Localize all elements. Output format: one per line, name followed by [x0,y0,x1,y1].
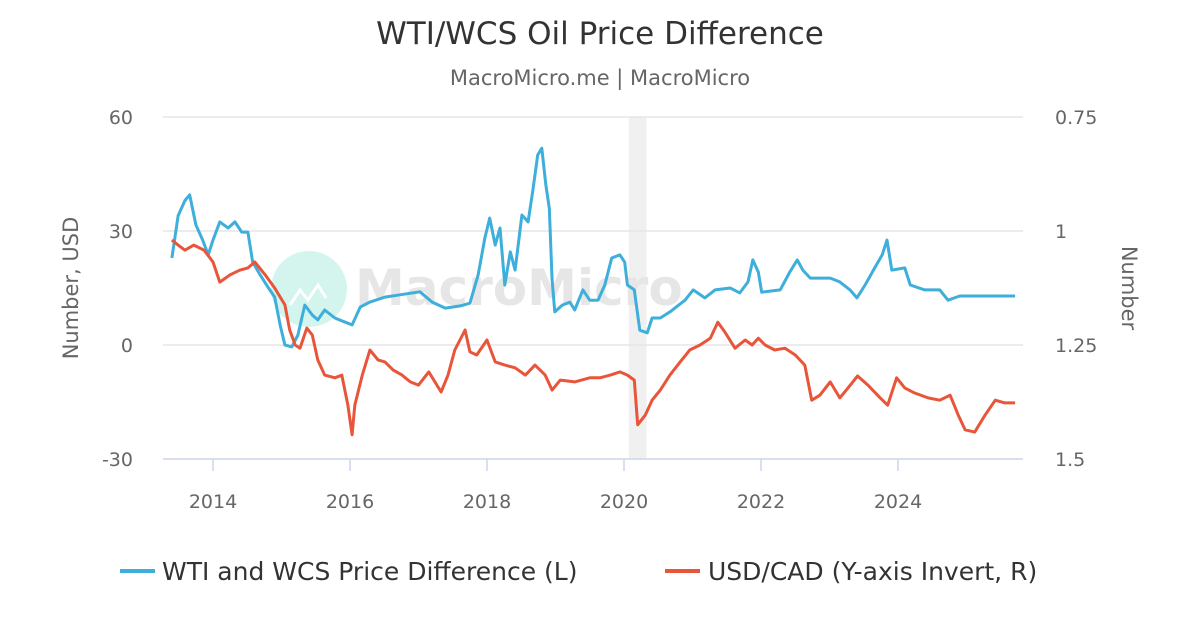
y-left-tick-label: 0 [121,335,133,357]
y-left-tick-label: 60 [109,107,133,129]
watermark-logo: MacroMicro [271,251,683,327]
gridlines [163,116,1023,460]
watermark-chart-icon [288,282,328,306]
x-tick-label: 2016 [326,491,374,513]
y-right-tick-label: 1 [1055,221,1067,243]
legend-item-usdcad[interactable]: USD/CAD (Y-axis Invert, R) [665,557,1037,586]
x-axis: 2014 2016 2018 2020 2022 2024 [189,459,922,513]
y-right-tick-label: 1.5 [1055,449,1085,471]
y-left-tick-label: -30 [102,449,133,471]
chart-title: WTI/WCS Oil Price Difference [376,16,824,52]
x-tick-label: 2014 [189,491,237,513]
y-axis-left: 60 30 0 -30 [102,107,133,471]
watermark-text: MacroMicro [355,259,683,317]
series-lines [170,146,1016,437]
y-axis-right-label: Number [1117,246,1141,331]
x-tick-label: 2024 [874,491,922,513]
y-right-tick-label: 1.25 [1055,335,1097,357]
series-line-usdcad [170,238,1016,437]
watermark-circle [271,251,347,327]
x-tick-label: 2020 [600,491,648,513]
chart-subtitle: MacroMicro.me | MacroMicro [450,66,750,91]
x-tick-label: 2022 [737,491,785,513]
legend: WTI and WCS Price Difference (L) USD/CAD… [120,557,1037,586]
x-tick-label: 2018 [463,491,511,513]
legend-label-wti-wcs: WTI and WCS Price Difference (L) [162,557,577,586]
y-axis-right: 0.75 1 1.25 1.5 [1055,107,1097,471]
y-right-tick-label: 0.75 [1055,107,1097,129]
legend-item-wti-wcs[interactable]: WTI and WCS Price Difference (L) [120,557,577,586]
legend-label-usdcad: USD/CAD (Y-axis Invert, R) [708,557,1037,586]
recession-shading [628,117,647,459]
y-axis-left-label: Number, USD [59,217,83,360]
shaded-period [628,117,647,459]
series-line-wti-wcs [170,146,1016,349]
y-left-tick-label: 30 [109,221,133,243]
